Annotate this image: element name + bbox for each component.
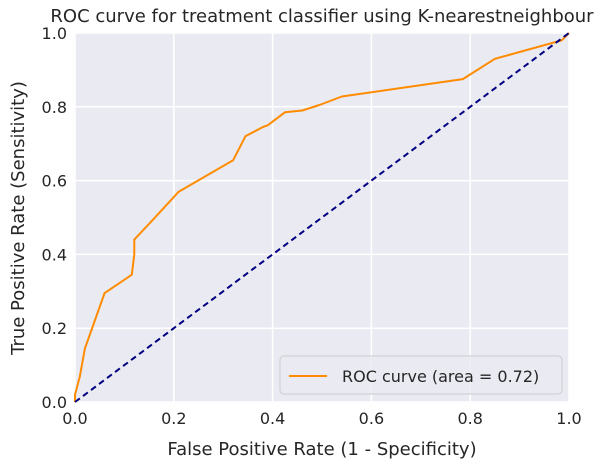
roc-curve-line (74, 32, 570, 402)
x-axis-label: False Positive Rate (1 - Specificity) (167, 439, 476, 460)
x-tick-label: 0.2 (161, 409, 186, 428)
y-tick-label: 0.0 (42, 393, 67, 412)
legend: ROC curve (area = 0.72) (279, 355, 563, 395)
x-tick-label: 1.0 (556, 409, 581, 428)
x-tick-label: 0.8 (457, 409, 482, 428)
x-tick-label: 0.0 (62, 409, 87, 428)
grid (74, 32, 570, 403)
x-tick-label: 0.6 (359, 409, 384, 428)
y-tick-label: 0.4 (42, 245, 67, 264)
x-tick-label: 0.4 (260, 409, 285, 428)
y-tick-label: 0.2 (42, 319, 67, 338)
chart-title: ROC curve for treatment classifier using… (50, 6, 594, 27)
legend-label-roc: ROC curve (area = 0.72) (342, 367, 539, 386)
y-tick-label: 0.8 (42, 98, 67, 117)
legend-box (279, 355, 563, 395)
y-tick-label: 1.0 (42, 24, 67, 43)
chance-diagonal-line (74, 32, 570, 403)
series-layer (74, 32, 570, 403)
y-tick-label: 0.6 (42, 172, 67, 191)
tick-labels: 0.0 0.2 0.4 0.6 0.8 1.0 0.0 0.2 0.4 0.6 0.8 1.0 (42, 24, 582, 428)
y-axis-label: True Positive Rate (Sensitivity) (8, 81, 29, 356)
